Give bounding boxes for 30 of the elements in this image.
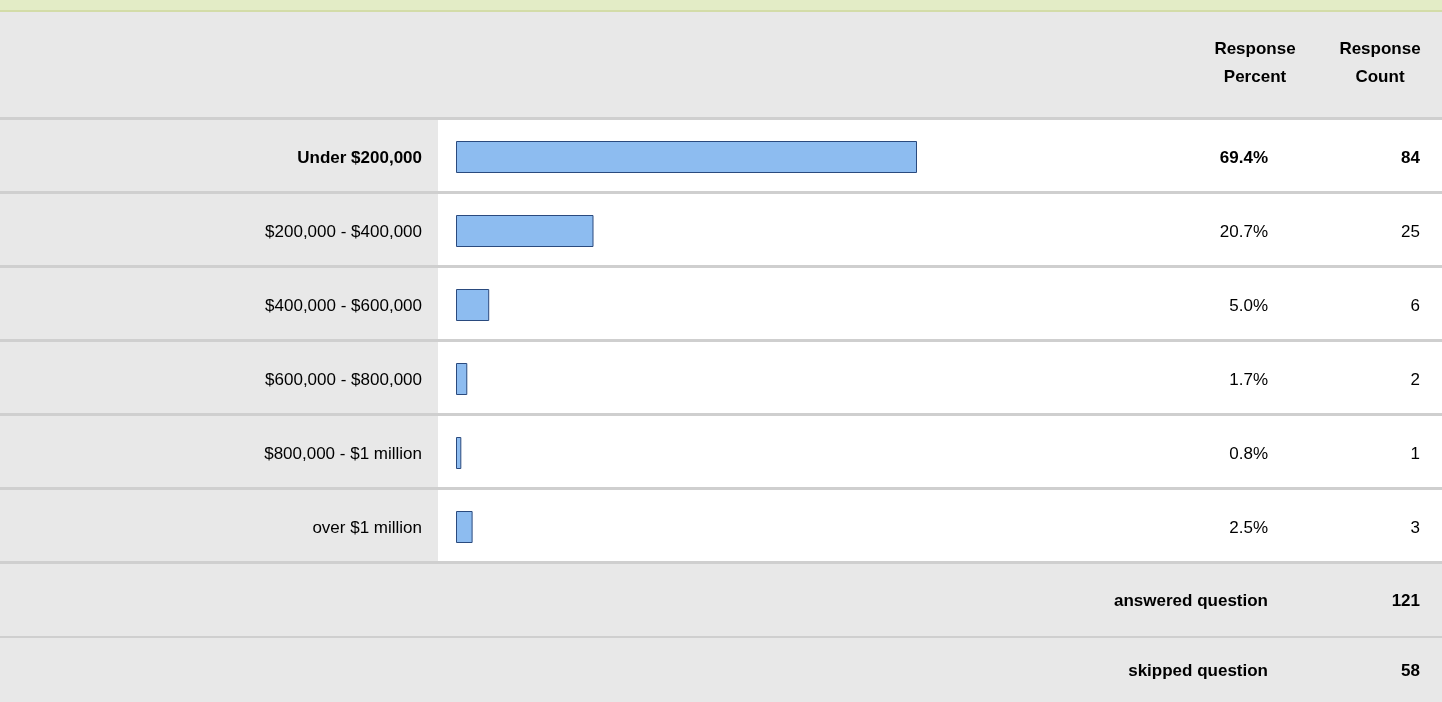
y-tick-label: over $1 million <box>312 517 422 537</box>
bar <box>456 289 490 321</box>
y-tick-label: $200,000 - $400,000 <box>265 221 422 241</box>
data-label: 69.4% <box>1219 147 1268 167</box>
text: 25 <box>1401 221 1420 241</box>
text: 6 <box>1410 295 1420 315</box>
text: 3 <box>1410 517 1420 537</box>
y-tick-label: Under $200,000 <box>297 147 422 167</box>
text: 1 <box>1410 443 1420 463</box>
y-tick-label: $800,000 - $1 million <box>264 443 422 463</box>
bar <box>456 511 473 543</box>
bar <box>456 215 594 247</box>
data-label: 2.5% <box>1229 517 1268 537</box>
bar <box>456 141 917 173</box>
text: 84 <box>1401 147 1421 167</box>
data-label: 0.8% <box>1229 443 1268 463</box>
data-label: 1.7% <box>1229 369 1268 389</box>
text: answered question <box>1114 590 1268 610</box>
text: skipped question <box>1128 660 1268 680</box>
bar <box>456 437 462 469</box>
y-tick-label: $600,000 - $800,000 <box>265 369 422 389</box>
text: Response Count <box>1339 38 1421 86</box>
data-label: 20.7% <box>1219 221 1268 241</box>
bar <box>456 363 468 395</box>
text: 2 <box>1410 369 1420 389</box>
text: Response Percent <box>1214 38 1296 86</box>
data-label: 5.0% <box>1229 295 1268 315</box>
text: 121 <box>1391 590 1420 610</box>
text: 58 <box>1401 660 1420 680</box>
y-tick-label: $400,000 - $600,000 <box>265 295 422 315</box>
